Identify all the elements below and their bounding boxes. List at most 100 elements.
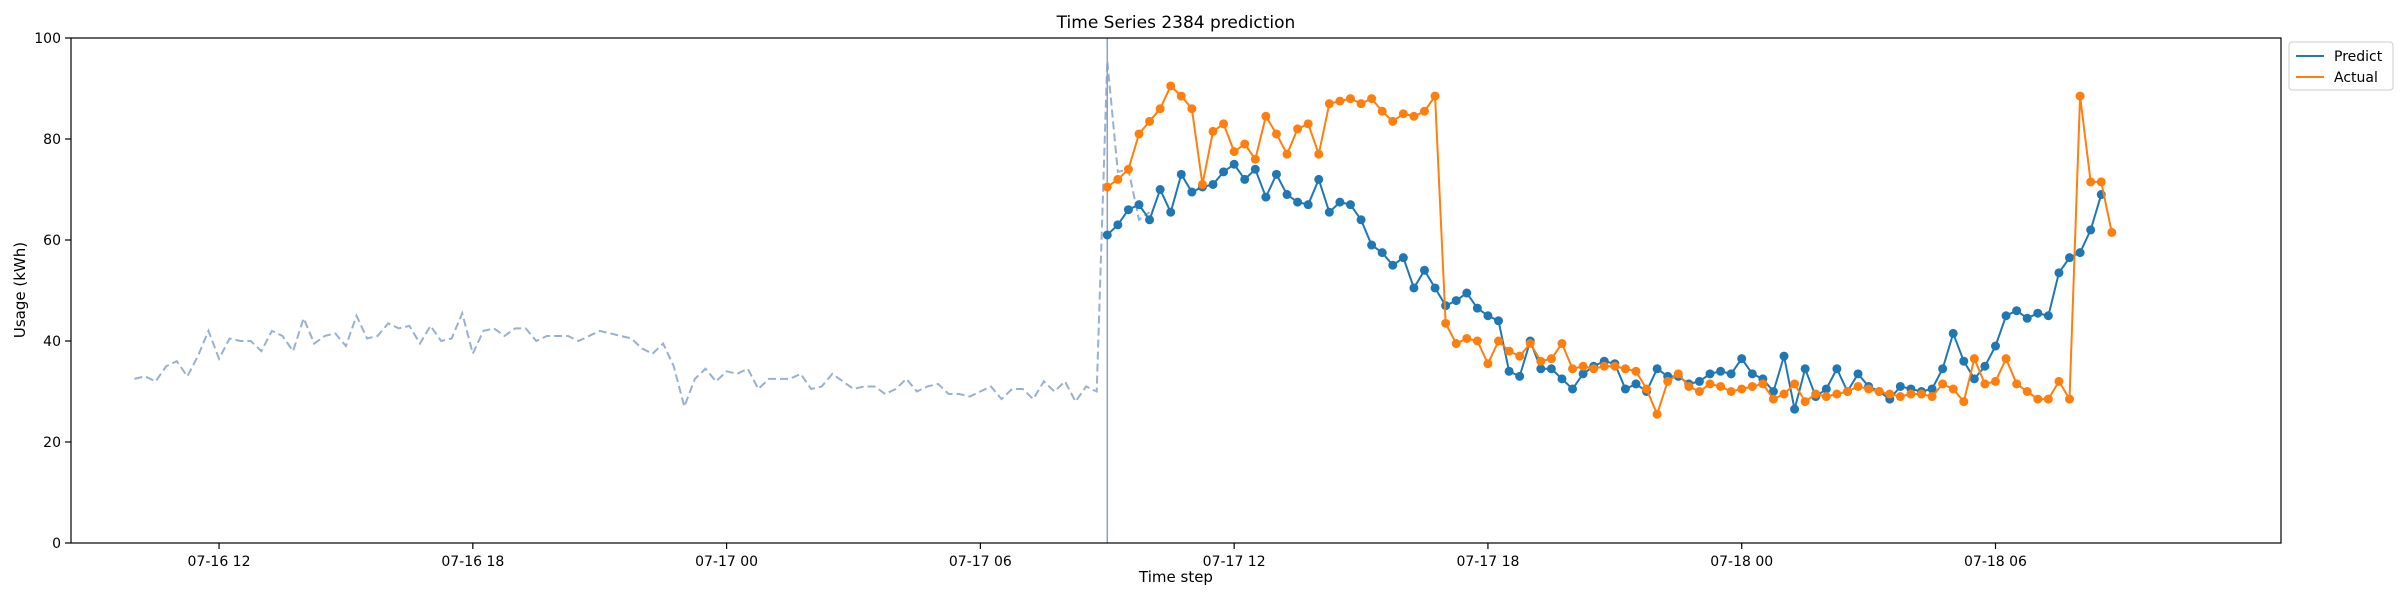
actual-point	[1525, 339, 1535, 349]
actual-point	[1779, 389, 1789, 399]
actual-point	[1631, 366, 1641, 376]
y-tick-label: 80	[43, 132, 61, 148]
actual-point	[1948, 384, 1958, 394]
actual-point	[1589, 364, 1599, 374]
actual-point	[2043, 394, 2053, 404]
actual-point	[1271, 129, 1281, 139]
actual-point	[1208, 126, 1218, 136]
predict-point	[2012, 306, 2022, 316]
predict-point	[1250, 164, 1260, 174]
y-tick-label: 20	[43, 435, 61, 451]
actual-point	[1578, 361, 1588, 371]
x-tick-label: 07-16 18	[441, 554, 504, 570]
actual-point	[1282, 149, 1292, 159]
predict-point	[1494, 316, 1504, 326]
actual-point	[1916, 389, 1926, 399]
predict-point	[1895, 381, 1905, 391]
actual-point	[1187, 104, 1197, 114]
actual-point	[1927, 392, 1937, 402]
plot-frame	[70, 37, 2282, 544]
actual-point	[1800, 397, 1810, 407]
predict-point	[2065, 253, 2075, 263]
predict-point	[1398, 253, 1408, 263]
actual-point	[1197, 179, 1207, 189]
actual-point	[1102, 182, 1112, 192]
actual-point	[1536, 356, 1546, 366]
predict-point	[1451, 296, 1461, 306]
predict-point	[1980, 361, 1990, 371]
actual-point	[1969, 354, 1979, 364]
predict-point	[1737, 354, 1747, 364]
predict-point	[2033, 308, 2043, 318]
y-axis-label: Usage (kWh)	[11, 242, 29, 338]
actual-point	[2096, 177, 2106, 187]
predict-point	[1208, 179, 1218, 189]
actual-point	[1768, 394, 1778, 404]
predict-point	[1282, 190, 1292, 200]
actual-point	[1980, 379, 1990, 389]
predict-point	[1472, 303, 1482, 313]
actual-point	[1472, 336, 1482, 346]
predict-point	[1367, 240, 1377, 250]
actual-point	[1864, 384, 1874, 394]
predict-point	[1948, 328, 1958, 338]
predict-point	[1504, 366, 1514, 376]
x-tick-label: 07-17 00	[695, 554, 758, 570]
actual-point	[1642, 384, 1652, 394]
actual-point	[1832, 389, 1842, 399]
predict-point	[1652, 364, 1662, 374]
predict-point	[1303, 200, 1313, 210]
actual-point	[2086, 177, 2096, 187]
actual-point	[1483, 359, 1493, 369]
predict-point	[1356, 215, 1366, 225]
predict-point	[1219, 167, 1229, 177]
actual-point	[1145, 116, 1155, 126]
actual-point	[1166, 81, 1176, 91]
predict-point	[1134, 200, 1144, 210]
y-axis: 0 20 40 60 80 100	[34, 31, 71, 552]
actual-point	[2001, 354, 2011, 364]
x-tick-label: 07-18 00	[1710, 554, 1773, 570]
actual-point	[1123, 164, 1133, 174]
actual-point	[1441, 318, 1451, 328]
predict-point	[1853, 369, 1863, 379]
actual-point	[1673, 369, 1683, 379]
actual-point	[1356, 99, 1366, 109]
y-tick-label: 100	[34, 31, 61, 47]
predict-point	[1240, 174, 1250, 184]
predict-point	[1176, 169, 1186, 179]
predict-point	[2001, 311, 2011, 321]
x-tick-label: 07-16 12	[188, 554, 251, 570]
actual-point	[1314, 149, 1324, 159]
predict-point	[1790, 404, 1800, 414]
actual-point	[1758, 379, 1768, 389]
predict-point	[1324, 207, 1334, 217]
predict-point	[1938, 364, 1948, 374]
actual-point	[2065, 394, 2075, 404]
actual-point	[2022, 387, 2032, 396]
predict-point	[1388, 260, 1398, 270]
actual-point	[1250, 154, 1260, 164]
actual-point	[1419, 106, 1429, 116]
y-tick-label: 40	[43, 334, 61, 350]
actual-point	[1853, 381, 1863, 391]
actual-point	[1176, 91, 1186, 101]
x-tick-label: 07-17 06	[949, 554, 1012, 570]
actual-point	[1705, 379, 1715, 389]
predict-point	[1568, 384, 1578, 394]
actual-series-line	[1106, 84, 2113, 418]
actual-point	[1790, 379, 1800, 389]
actual-point	[1335, 96, 1345, 106]
predict-point	[1229, 159, 1239, 169]
actual-point	[1568, 364, 1578, 374]
actual-point	[1494, 336, 1504, 346]
predict-series-line	[1106, 162, 2103, 410]
predict-point	[1409, 283, 1419, 293]
actual-point	[1610, 361, 1620, 371]
actual-point	[1219, 119, 1229, 129]
actual-point	[1155, 104, 1165, 114]
actual-point	[1885, 389, 1895, 399]
predict-point	[1747, 369, 1757, 379]
predict-point	[1271, 169, 1281, 179]
actual-point	[1811, 389, 1821, 399]
